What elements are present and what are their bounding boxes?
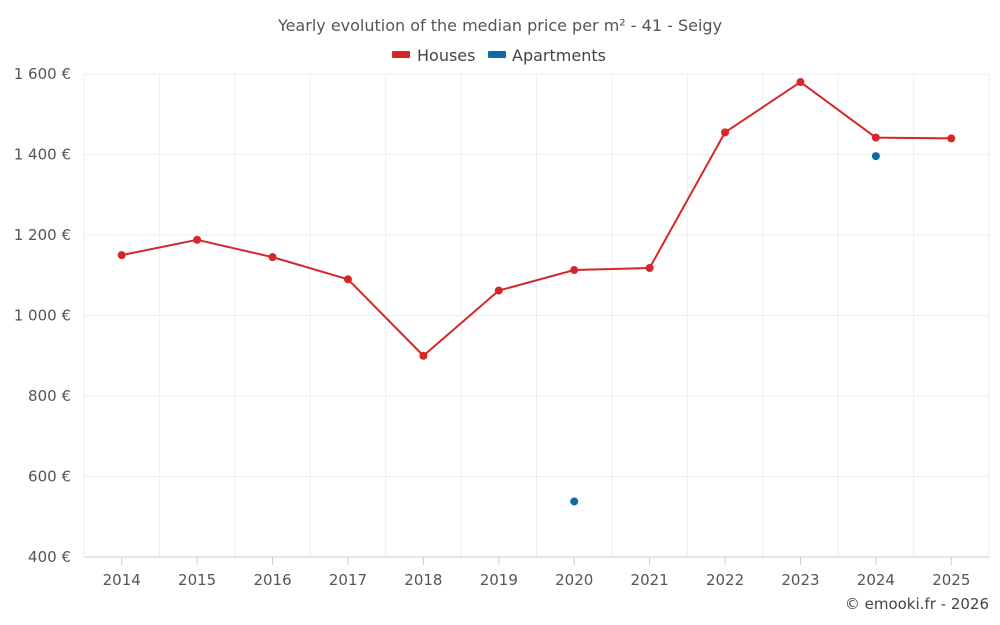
data-point-houses[interactable]: [947, 134, 956, 143]
legend-swatch-houses[interactable]: [392, 51, 410, 58]
data-point-houses[interactable]: [343, 275, 352, 284]
data-point-apartments[interactable]: [570, 497, 579, 506]
x-tick-label: 2024: [857, 571, 895, 589]
x-tick-label: 2021: [631, 571, 669, 589]
data-point-houses[interactable]: [570, 266, 579, 275]
y-tick-label: 1 600 €: [14, 65, 71, 83]
y-tick-label: 800 €: [28, 387, 71, 405]
grid: [83, 73, 990, 557]
credit-text: © emooki.fr - 2026: [845, 595, 989, 613]
data-point-houses[interactable]: [117, 251, 126, 260]
data-point-houses[interactable]: [494, 286, 503, 295]
axes: 400 € 600 € 800 € 1 000 € 1 200 € 1 400 € 1 60…: [14, 65, 989, 589]
legend-label-houses[interactable]: Houses: [417, 46, 475, 65]
x-tick-label: 2019: [480, 571, 518, 589]
legend: Houses Apartments: [392, 46, 606, 65]
x-tick-label: 2018: [404, 571, 442, 589]
legend-swatch-apartments[interactable]: [488, 51, 506, 58]
y-tick-label: 600 €: [28, 468, 71, 486]
x-tick-label: 2022: [706, 571, 744, 589]
series-layer: [117, 78, 956, 506]
data-point-houses[interactable]: [193, 235, 202, 244]
x-tick-label: 2025: [932, 571, 970, 589]
x-tick-label: 2023: [781, 571, 819, 589]
y-tick-label: 1 200 €: [14, 226, 71, 244]
series-line-houses: [121, 81, 952, 357]
chart-title: Yearly evolution of the median price per…: [277, 16, 722, 35]
data-point-houses[interactable]: [796, 78, 805, 87]
y-tick-label: 1 400 €: [14, 146, 71, 164]
data-point-houses[interactable]: [871, 133, 880, 142]
y-tick-label: 400 €: [28, 548, 71, 566]
data-point-houses[interactable]: [645, 264, 654, 273]
data-point-houses[interactable]: [721, 128, 730, 137]
x-tick-label: 2015: [178, 571, 216, 589]
x-tick-label: 2016: [253, 571, 291, 589]
data-point-apartments[interactable]: [871, 152, 880, 161]
x-tick-label: 2020: [555, 571, 593, 589]
y-tick-label: 1 000 €: [14, 307, 71, 325]
x-tick-label: 2014: [103, 571, 141, 589]
legend-label-apartments[interactable]: Apartments: [512, 46, 606, 65]
data-point-houses[interactable]: [419, 351, 428, 360]
x-tick-label: 2017: [329, 571, 367, 589]
data-point-houses[interactable]: [268, 253, 277, 262]
